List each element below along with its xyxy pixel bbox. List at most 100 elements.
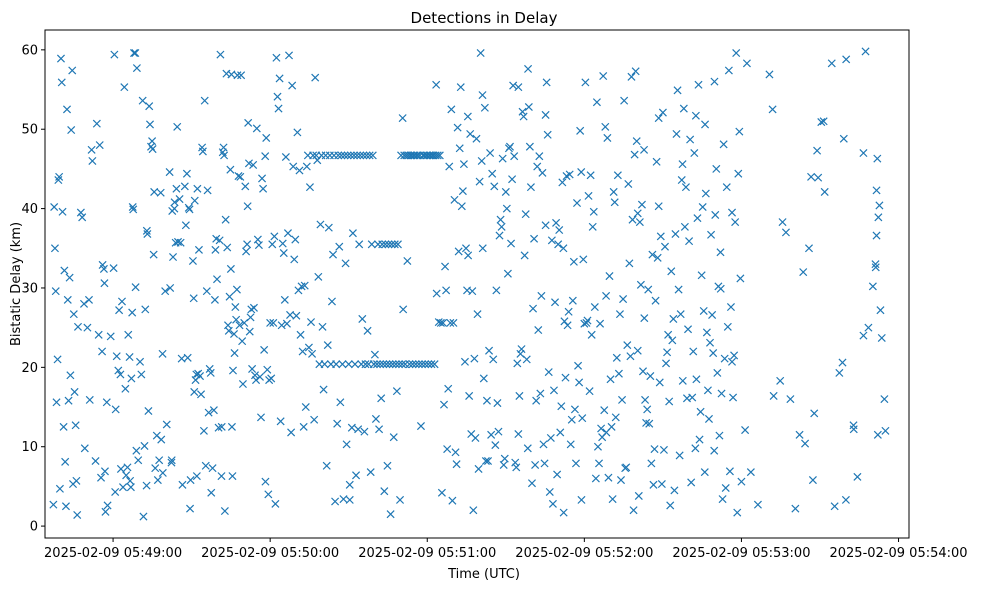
- data-point: [495, 231, 504, 240]
- data-point: [115, 306, 124, 315]
- data-point: [786, 395, 795, 404]
- data-point: [348, 229, 357, 238]
- data-point: [145, 120, 155, 129]
- y-tick-label: 50: [21, 123, 38, 138]
- data-point: [252, 124, 261, 133]
- data-point: [574, 361, 583, 370]
- data-point: [76, 208, 85, 217]
- data-point: [813, 146, 822, 155]
- data-point: [638, 367, 648, 376]
- data-point: [509, 81, 518, 90]
- data-point: [808, 476, 817, 485]
- data-point: [640, 145, 649, 154]
- data-point: [344, 360, 353, 369]
- data-point: [274, 104, 283, 113]
- data-point: [881, 426, 890, 435]
- data-point: [702, 328, 711, 337]
- data-point: [358, 314, 367, 323]
- data-point: [724, 66, 733, 75]
- data-point: [143, 229, 152, 239]
- data-point: [166, 283, 175, 292]
- data-point: [237, 71, 246, 80]
- data-point: [472, 134, 481, 143]
- data-point: [180, 182, 189, 191]
- data-point: [67, 125, 76, 135]
- data-point: [198, 147, 207, 156]
- data-point: [671, 229, 680, 239]
- data-point: [63, 295, 72, 304]
- data-point: [563, 321, 572, 330]
- data-point: [701, 120, 710, 129]
- x-tick-label: 2025-02-09 05:50:00: [201, 546, 339, 561]
- data-point: [629, 506, 638, 515]
- data-point: [473, 310, 482, 319]
- data-point: [545, 487, 554, 496]
- data-point: [259, 184, 268, 193]
- data-point: [388, 360, 397, 369]
- data-point: [173, 122, 182, 131]
- data-point: [741, 426, 750, 435]
- data-point: [103, 501, 112, 510]
- data-point: [272, 53, 281, 62]
- data-point: [719, 140, 728, 149]
- data-point: [215, 236, 224, 245]
- data-point: [449, 318, 458, 327]
- data-point: [568, 296, 577, 305]
- data-point: [256, 413, 266, 422]
- data-point: [271, 499, 280, 508]
- chart-title: Detections in Delay: [411, 9, 558, 27]
- data-point: [586, 171, 595, 180]
- data-point: [769, 391, 778, 400]
- data-point: [255, 372, 264, 381]
- data-point: [450, 195, 459, 204]
- data-point: [350, 360, 360, 369]
- data-point: [158, 349, 167, 358]
- data-point: [497, 222, 506, 231]
- x-tick-label: 2025-02-09 05:49:00: [44, 546, 182, 561]
- data-point: [605, 272, 614, 281]
- data-point: [185, 205, 194, 214]
- data-point: [393, 240, 402, 249]
- data-point: [121, 384, 130, 393]
- data-point: [228, 472, 237, 481]
- data-point: [704, 414, 713, 423]
- data-point: [464, 251, 473, 260]
- data-point: [68, 66, 77, 75]
- data-point: [432, 289, 441, 298]
- data-point: [839, 134, 848, 143]
- data-point: [148, 145, 157, 154]
- data-point: [188, 256, 197, 266]
- data-point: [328, 250, 338, 259]
- data-point: [753, 500, 762, 509]
- data-point: [405, 360, 414, 369]
- data-point: [622, 463, 631, 472]
- data-point: [513, 359, 522, 368]
- data-point: [386, 510, 395, 519]
- data-point: [623, 341, 632, 350]
- data-point: [311, 73, 320, 82]
- data-point: [653, 253, 662, 262]
- data-point: [56, 54, 65, 63]
- data-point: [382, 360, 391, 369]
- data-point: [686, 135, 695, 144]
- data-point: [379, 360, 388, 369]
- data-point: [123, 463, 132, 472]
- data-point: [465, 391, 474, 400]
- data-point: [614, 369, 623, 378]
- data-point: [334, 151, 343, 160]
- data-point: [84, 295, 94, 304]
- data-point: [468, 287, 477, 296]
- data-point: [658, 108, 667, 117]
- data-point: [148, 137, 157, 146]
- data-point: [249, 303, 258, 312]
- data-point: [117, 297, 126, 306]
- data-point: [145, 102, 154, 111]
- data-point: [559, 244, 568, 253]
- data-point: [232, 285, 241, 294]
- data-point: [602, 291, 611, 300]
- data-point: [261, 477, 270, 486]
- data-point: [129, 205, 138, 214]
- data-point: [853, 472, 862, 481]
- data-point: [515, 391, 524, 400]
- data-point: [99, 264, 108, 273]
